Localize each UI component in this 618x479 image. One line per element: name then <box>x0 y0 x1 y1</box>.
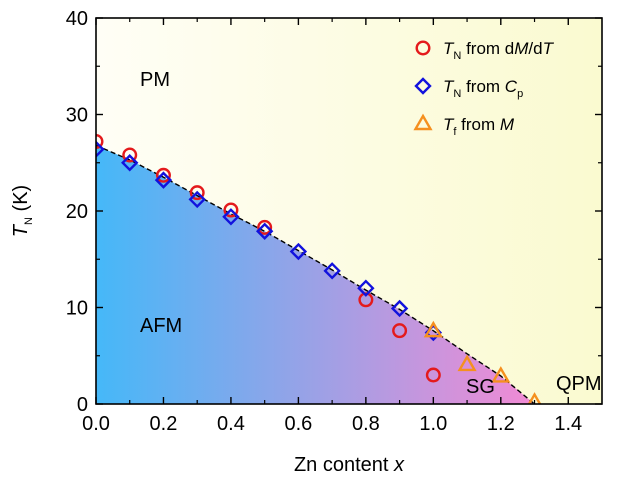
y-axis-title-unit: (K) <box>10 185 32 217</box>
region-label-qpm: QPM <box>556 373 602 395</box>
x-tick-label: 0.2 <box>150 413 178 435</box>
data-point-triangle <box>527 392 542 404</box>
x-tick-label: 1.2 <box>487 413 515 435</box>
x-axis-title-variable: x <box>393 454 405 476</box>
legend: TN from dM/dT TN from Cp Tf from M <box>413 39 555 138</box>
data-point-diamond <box>96 140 105 158</box>
legend-circle-text: from d <box>461 39 514 58</box>
legend-marker-diamond <box>414 77 432 95</box>
legend-diamond-text: from <box>461 77 504 96</box>
data-point-circle <box>223 202 239 218</box>
afm-region-fill <box>96 145 535 404</box>
data-point-circle <box>358 292 374 308</box>
legend-marker-circle <box>415 40 431 56</box>
legend-triangle-symbol: T <box>443 115 455 134</box>
x-tick-label: 0.0 <box>82 413 110 435</box>
legend-triangle-text: from <box>456 115 499 134</box>
y-tick-label: 20 <box>66 201 88 223</box>
data-point-diamond <box>188 190 206 209</box>
data-point-circle <box>257 219 273 235</box>
data-point-triangle <box>457 354 477 372</box>
region-label-afm: AFM <box>140 315 182 337</box>
legend-circle-symbol: T <box>443 39 455 58</box>
data-point-circle <box>392 323 408 339</box>
y-tick-label: 30 <box>66 105 88 127</box>
data-point-circle <box>122 147 138 163</box>
data-point-diamond <box>357 279 375 297</box>
y-tick-label: 40 <box>66 8 88 30</box>
legend-diamond-subscript2: p <box>517 88 523 100</box>
plot-area <box>96 18 602 404</box>
legend-marker-triangle <box>413 113 433 131</box>
data-point-diamond <box>121 154 139 172</box>
x-tick-label: 1.4 <box>554 413 582 435</box>
legend-circle-var1: M <box>514 39 529 58</box>
legend-diamond-symbol: T <box>443 77 455 96</box>
data-point-triangle <box>423 320 443 338</box>
legend-triangle-subscript: f <box>453 126 457 138</box>
data-point-diamond <box>222 208 240 226</box>
data-point-diamond <box>323 262 341 280</box>
data-point-diamond <box>255 222 274 240</box>
y-tick-label: 0 <box>77 394 88 416</box>
x-tick-label: 0.6 <box>284 413 312 435</box>
x-axis-title-text: Zn content <box>294 454 394 476</box>
x-axis-title: Zn content x <box>294 454 405 476</box>
x-tick-label: 0.8 <box>352 413 380 435</box>
legend-label-circle: TN from dM/dT <box>443 39 555 62</box>
legend-triangle-var: M <box>500 115 515 134</box>
region-label-sg: SG <box>466 376 495 398</box>
x-tick-label: 1.0 <box>419 413 447 435</box>
data-markers <box>96 134 542 404</box>
legend-label-diamond: TN from Cp <box>443 77 523 100</box>
y-axis-title-subscript: N <box>23 217 35 225</box>
y-axis-title: TN (K) <box>10 185 35 237</box>
y-axis-title-symbol: T <box>10 223 32 237</box>
region-label-pm: PM <box>140 69 170 91</box>
data-point-diamond <box>390 299 409 318</box>
data-point-circle <box>155 167 171 183</box>
data-point-circle <box>189 185 205 201</box>
legend-circle-var2: T <box>543 39 555 58</box>
legend-diamond-subscript: N <box>453 88 461 100</box>
data-point-diamond <box>289 242 308 261</box>
data-point-circle <box>96 134 104 150</box>
data-point-diamond <box>154 171 173 189</box>
legend-circle-subscript: N <box>453 50 461 62</box>
axis-ticks: 0.0 0.2 0.4 0.6 0.8 1.0 1.2 1.4 0 10 20 30 40 <box>66 8 602 435</box>
data-point-circle <box>425 367 441 383</box>
legend-diamond-var: C <box>505 77 518 96</box>
legend-circle-mid: /d <box>528 39 542 58</box>
legend-label-triangle: Tf from M <box>443 115 515 138</box>
x-tick-label: 0.4 <box>217 413 245 435</box>
data-point-triangle <box>491 366 511 383</box>
y-tick-label: 10 <box>66 298 88 320</box>
